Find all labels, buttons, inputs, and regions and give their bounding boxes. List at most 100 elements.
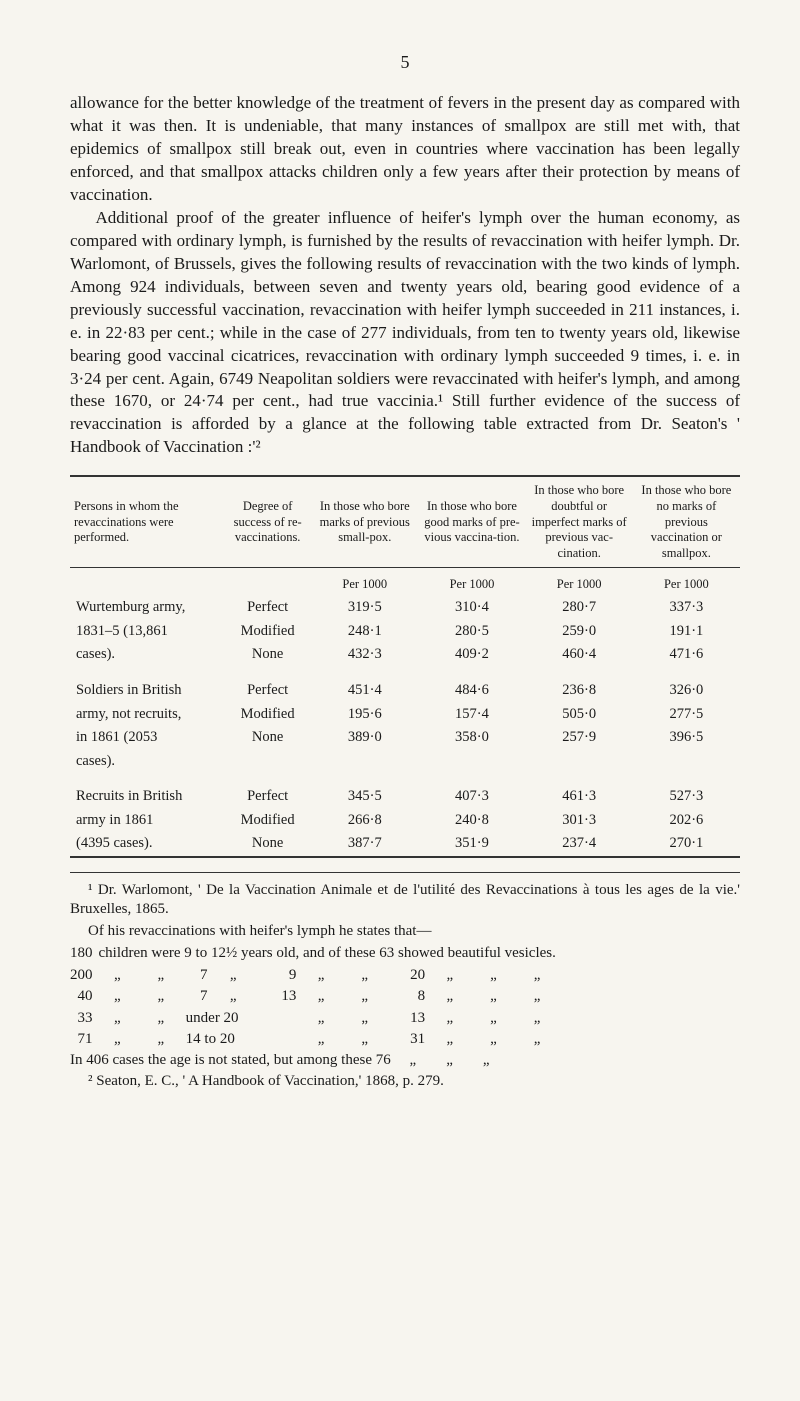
- fn-cell: „: [99, 1029, 143, 1051]
- fn-cell: „: [346, 1008, 390, 1030]
- ditto: „: [446, 1052, 453, 1068]
- value-cell: 505·0: [526, 703, 633, 727]
- col-good: In those who bore good marks of pre-viou…: [418, 477, 525, 568]
- value-cell: [224, 750, 311, 774]
- value-cell: 387·7: [311, 832, 418, 856]
- value-cell: 266·8: [311, 809, 418, 833]
- value-cell: [311, 750, 418, 774]
- value-cell: None: [224, 726, 311, 750]
- value-cell: 351·9: [418, 832, 525, 856]
- table-row: 1831–5 (13,861Modified248·1280·5259·0191…: [70, 620, 740, 644]
- fn-cell: „: [142, 1008, 186, 1030]
- table-unit-row: Per 1000Per 1000Per 1000Per 1000: [70, 568, 740, 596]
- fn-cell: 71: [70, 1029, 99, 1051]
- value-cell: 248·1: [311, 620, 418, 644]
- ditto: „: [410, 1052, 417, 1068]
- fn-cell: „: [475, 986, 519, 1008]
- value-cell: 257·9: [526, 726, 633, 750]
- fn-cell: „: [475, 1008, 519, 1030]
- footnote-1c: In 406 cases the age is not stated, but …: [70, 1051, 740, 1071]
- fn-cell: „: [346, 1029, 390, 1051]
- page-number: 5: [70, 50, 740, 74]
- unit-cell: Per 1000: [418, 568, 525, 596]
- table-header-row: Persons in whom the revaccinations were …: [70, 477, 740, 568]
- value-cell: 396·5: [633, 726, 740, 750]
- fn-cell: 180: [70, 943, 99, 965]
- fn-cell: „: [142, 986, 186, 1008]
- value-cell: 280·7: [526, 596, 633, 620]
- unit-cell: [224, 568, 311, 596]
- footnotes: ¹ Dr. Warlomont, ' De la Vaccination Ani…: [70, 872, 740, 1092]
- fn-cell: 9: [259, 965, 302, 987]
- fn-cell: „: [518, 1029, 562, 1051]
- value-cell: 460·4: [526, 643, 633, 667]
- unit-cell: Per 1000: [526, 568, 633, 596]
- fn-cell: „: [431, 965, 475, 987]
- paragraph-1: allowance for the better knowledge of th…: [70, 92, 740, 207]
- col-nomarks: In those who bore no marks of previous v…: [633, 477, 740, 568]
- value-cell: 319·5: [311, 596, 418, 620]
- fn-cell: „: [431, 1008, 475, 1030]
- value-cell: 326·0: [633, 667, 740, 703]
- fn-cell: 8: [389, 986, 431, 1008]
- table-row: Recruits in BritishPerfect345·5407·3461·…: [70, 773, 740, 809]
- value-cell: Modified: [224, 809, 311, 833]
- table-row: cases).: [70, 750, 740, 774]
- fn-cell: 31: [389, 1029, 431, 1051]
- value-cell: 345·5: [311, 773, 418, 809]
- value-cell: None: [224, 643, 311, 667]
- fn-cell: „: [99, 986, 143, 1008]
- fn-cell: „: [142, 1029, 186, 1051]
- group-label-cell: in 1861 (2053: [70, 726, 224, 750]
- fn-cell: under 20: [186, 1008, 303, 1030]
- fn-cell: „: [518, 965, 562, 987]
- value-cell: Modified: [224, 620, 311, 644]
- table-row: (4395 cases).None387·7351·9237·4270·1: [70, 832, 740, 856]
- footnote-1b: Of his revaccinations with heifer's lymp…: [70, 922, 740, 942]
- fn-cell: 13: [389, 1008, 431, 1030]
- page: 5 allowance for the better knowledge of …: [0, 0, 800, 1401]
- fn-cell: 14 to 20: [186, 1029, 303, 1051]
- group-label-cell: Recruits in British: [70, 773, 224, 809]
- table-row: cases).None432·3409·2460·4471·6: [70, 643, 740, 667]
- group-label-cell: cases).: [70, 643, 224, 667]
- footnote-1a: ¹ Dr. Warlomont, ' De la Vaccination Ani…: [70, 881, 740, 920]
- value-cell: 484·6: [418, 667, 525, 703]
- footnote-age-table: 180children were 9 to 12½ years old, and…: [70, 943, 562, 1051]
- fn-age-row: 40„„7„13„„8„„„: [70, 986, 562, 1008]
- table-row: army, not recruits,Modified195·6157·4505…: [70, 703, 740, 727]
- value-cell: 195·6: [311, 703, 418, 727]
- group-label-cell: 1831–5 (13,861: [70, 620, 224, 644]
- fn-cell: „: [431, 986, 475, 1008]
- col-doubtful: In those who bore doubtful or imperfect …: [526, 477, 633, 568]
- value-cell: 358·0: [418, 726, 525, 750]
- fn-cell: 13: [259, 986, 302, 1008]
- value-cell: 157·4: [418, 703, 525, 727]
- value-cell: 407·3: [418, 773, 525, 809]
- fn-age-row: 200„„7„9„„20„„„: [70, 965, 562, 987]
- value-cell: Modified: [224, 703, 311, 727]
- value-cell: 277·5: [633, 703, 740, 727]
- fn-cell: „: [431, 1029, 475, 1051]
- table-row: Wurtemburg army,Perfect319·5310·4280·733…: [70, 596, 740, 620]
- value-cell: 301·3: [526, 809, 633, 833]
- fn-age-row: 33„„under 20„„13„„„: [70, 1008, 562, 1030]
- unit-cell: Per 1000: [633, 568, 740, 596]
- value-cell: 527·3: [633, 773, 740, 809]
- value-cell: 432·3: [311, 643, 418, 667]
- group-label-cell: (4395 cases).: [70, 832, 224, 856]
- fn-cell: „: [346, 965, 390, 987]
- table-row: army in 1861Modified266·8240·8301·3202·6: [70, 809, 740, 833]
- fn-cell: „: [346, 986, 390, 1008]
- fn-cell: „: [302, 986, 346, 1008]
- value-cell: 389·0: [311, 726, 418, 750]
- fn-cell: „: [214, 965, 259, 987]
- value-cell: 240·8: [418, 809, 525, 833]
- col-persons: Persons in whom the revaccinations were …: [70, 477, 224, 568]
- value-cell: 471·6: [633, 643, 740, 667]
- fn-cell: „: [475, 965, 519, 987]
- col-degree: Degree of success of re-vaccinations.: [224, 477, 311, 568]
- fn-cell: „: [302, 965, 346, 987]
- fn-cell: 7: [186, 986, 214, 1008]
- unit-cell: Per 1000: [311, 568, 418, 596]
